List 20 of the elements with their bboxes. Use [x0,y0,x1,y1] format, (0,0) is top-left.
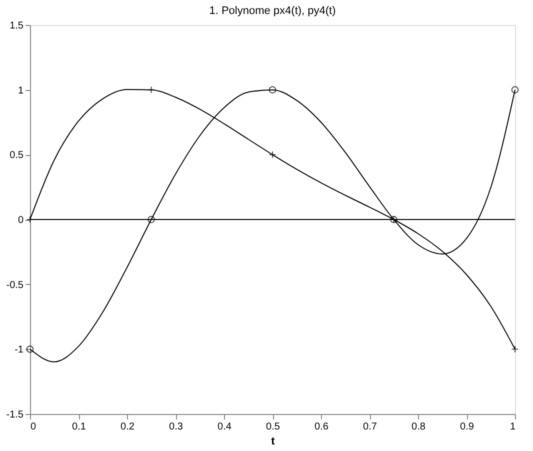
x-tick-label: 0.1 [72,422,86,432]
x-tick-label: 0.2 [120,422,135,432]
y-tick-label: -1 [14,344,24,356]
y-tick-label: 0 [18,215,24,226]
x-tick-label: 0.4 [218,422,232,432]
x-tick-label: 0.8 [412,422,426,432]
x-tick-label: 0.5 [266,422,280,432]
x-tick-label: 0.3 [169,422,184,432]
y-tick-label: -1.5 [6,410,24,420]
x-tick-label: 0.6 [314,422,329,432]
y-tick-label: -0.5 [6,280,24,291]
x-tick-label: 0.7 [363,422,378,432]
x-tick-label: 0.9 [460,422,474,432]
chart-title: 1. Polynome px4(t), py4(t) [209,5,336,17]
x-axis-title: t [271,436,276,448]
x-tick-label: 1 [510,422,516,432]
x-tick-label: 0 [30,422,36,432]
y-tick-label: 0.5 [10,150,24,162]
y-tick-label: 1 [18,85,24,96]
y-tick-label: 1.5 [10,20,24,32]
